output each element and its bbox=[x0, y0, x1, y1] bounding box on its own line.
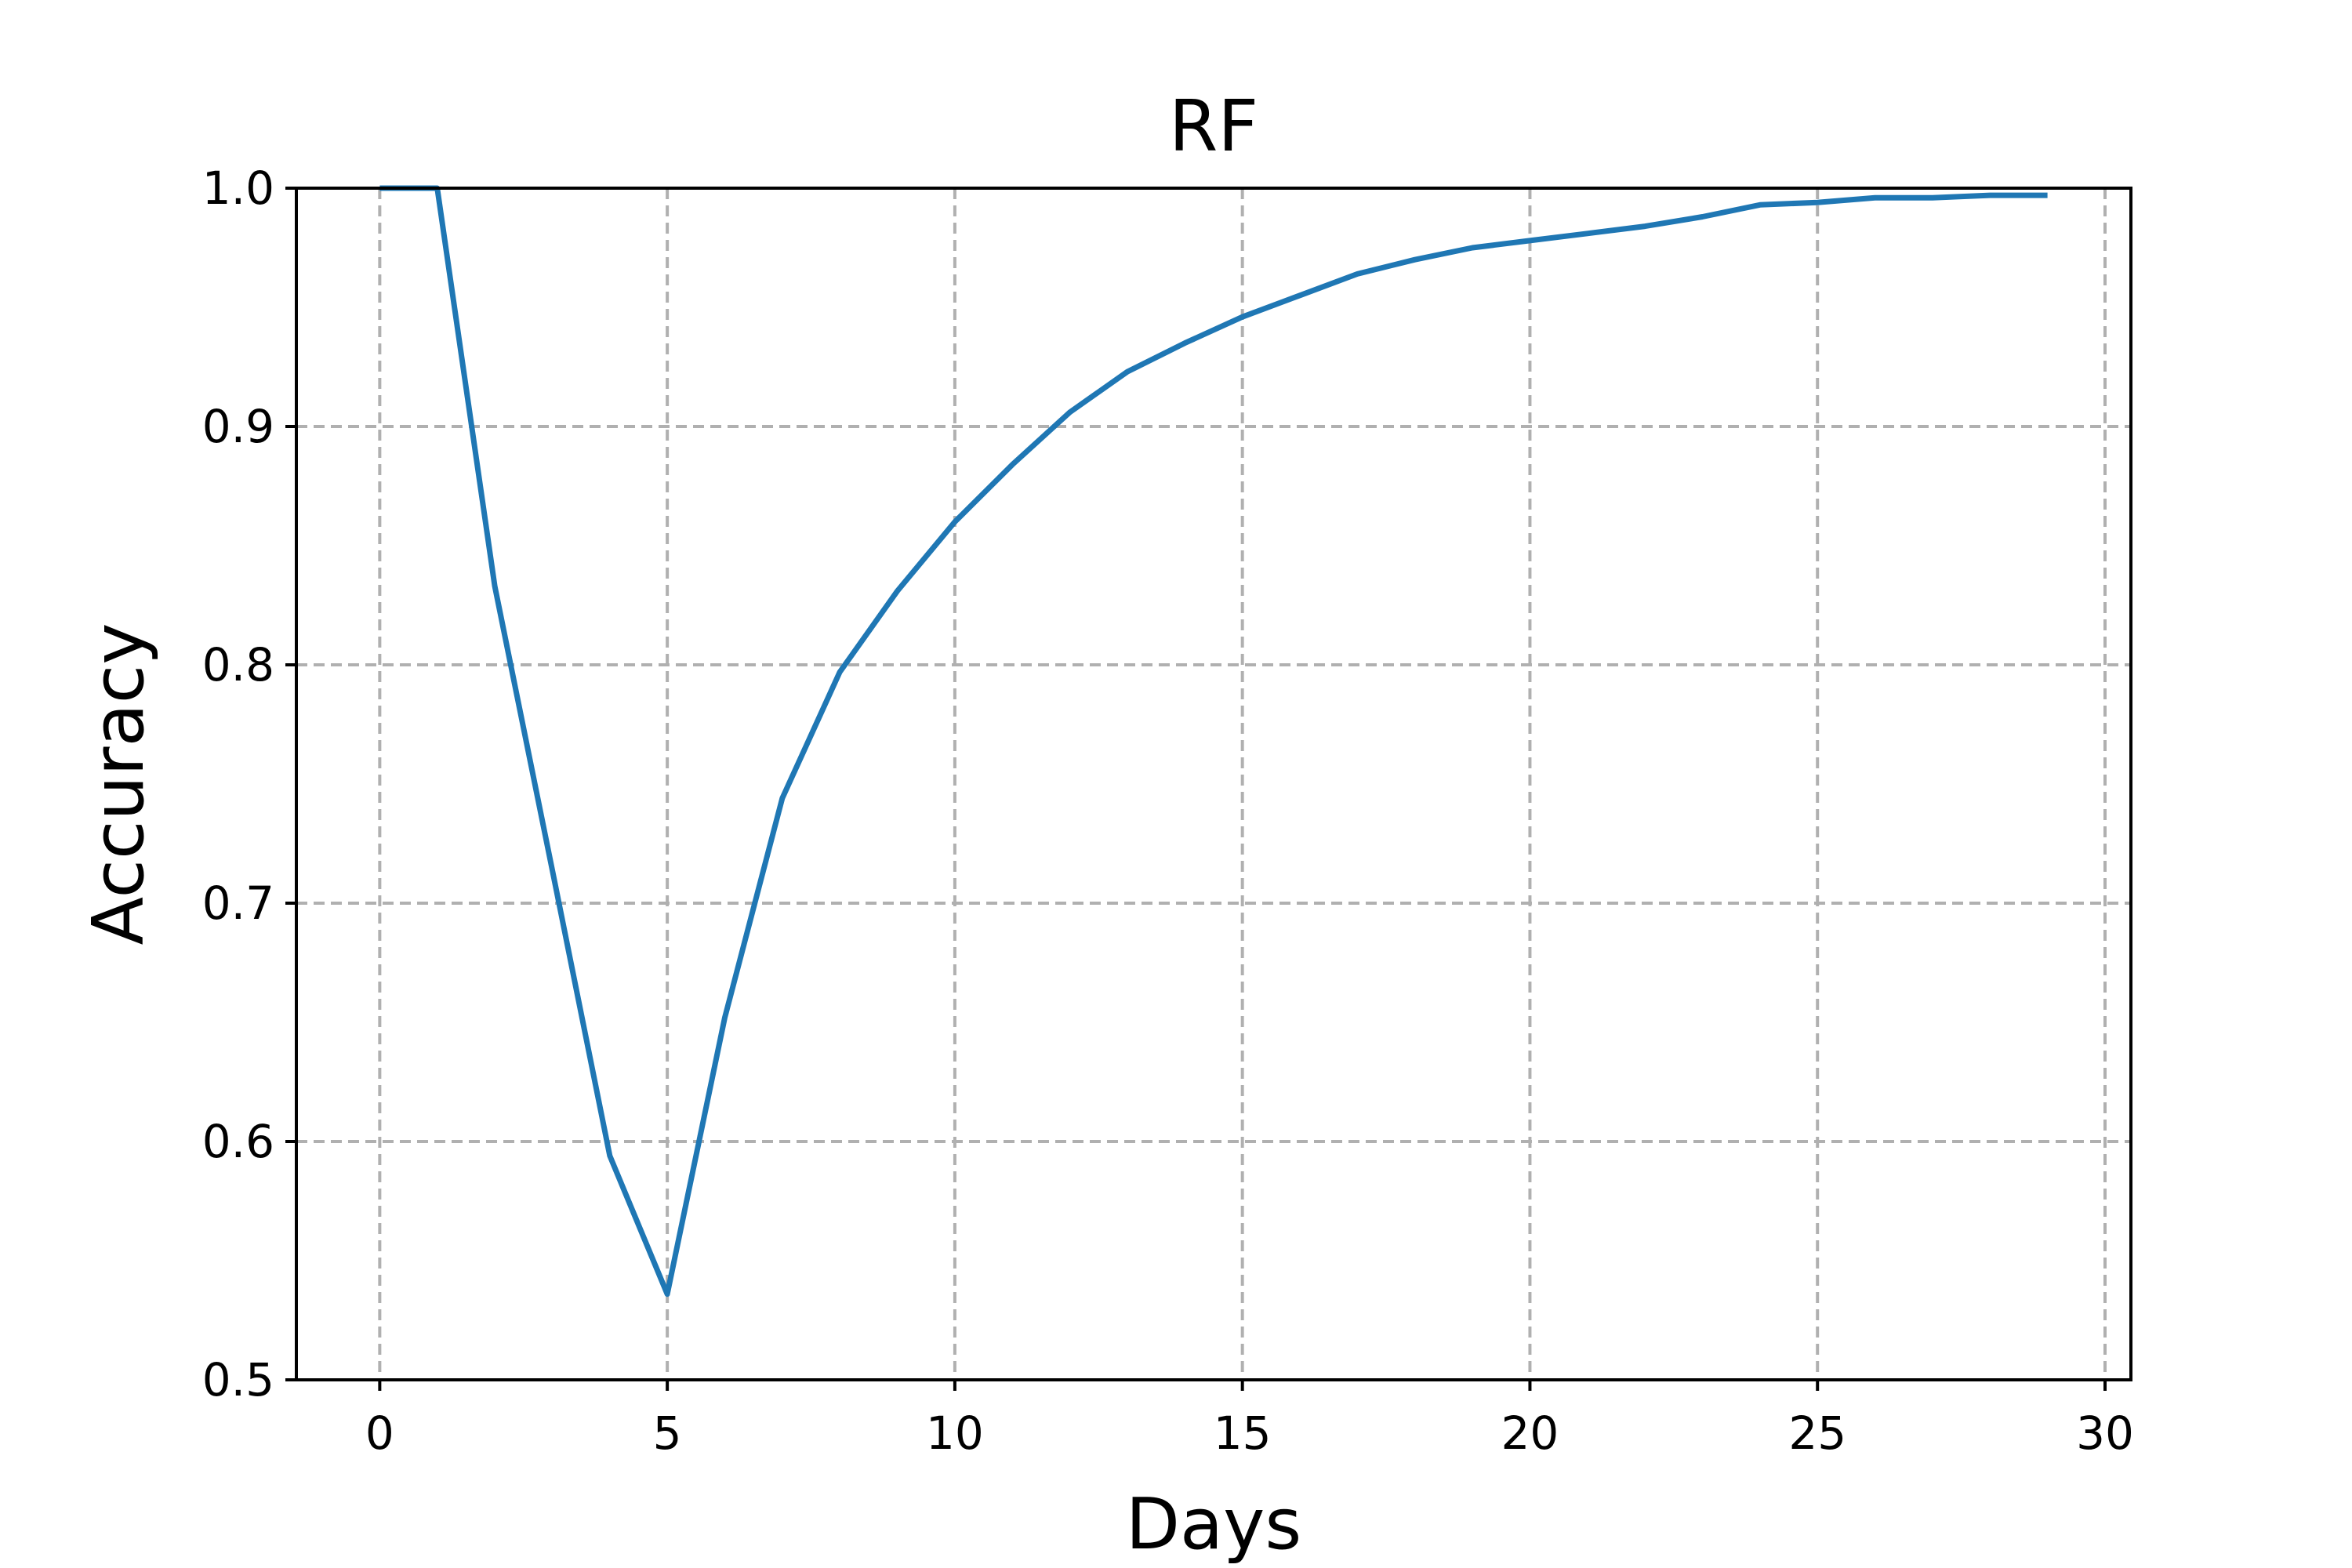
series-line bbox=[379, 185, 2048, 1298]
x-tick-label: 0 bbox=[365, 1406, 394, 1460]
y-tick-label: 0.5 bbox=[202, 1353, 274, 1406]
series-layer bbox=[379, 185, 2048, 1298]
y-tick-label: 0.7 bbox=[202, 877, 274, 930]
x-tick-label: 25 bbox=[1788, 1406, 1846, 1460]
x-tick-label: 20 bbox=[1501, 1406, 1559, 1460]
x-tick-label: 10 bbox=[926, 1406, 984, 1460]
chart-title: RF bbox=[1169, 85, 1258, 168]
x-axis-title: Days bbox=[1126, 1483, 1302, 1566]
y-tick-label: 0.8 bbox=[202, 638, 274, 691]
y-axis-title: Accuracy bbox=[78, 623, 160, 946]
x-tick-label: 30 bbox=[2076, 1406, 2134, 1460]
axis-ticks: 0 5 10 15 20 25 30 0.5 0.6 0.7 0.8 0.9 1.0 bbox=[202, 162, 2134, 1460]
y-tick-label: 0.9 bbox=[202, 400, 274, 453]
plot-frame bbox=[295, 187, 2132, 1381]
x-tick-label: 5 bbox=[653, 1406, 682, 1460]
y-tick-label: 1.0 bbox=[202, 162, 274, 215]
y-tick-label: 0.6 bbox=[202, 1115, 274, 1168]
grid-lines bbox=[296, 187, 2131, 1381]
x-tick-label: 15 bbox=[1214, 1406, 1272, 1460]
